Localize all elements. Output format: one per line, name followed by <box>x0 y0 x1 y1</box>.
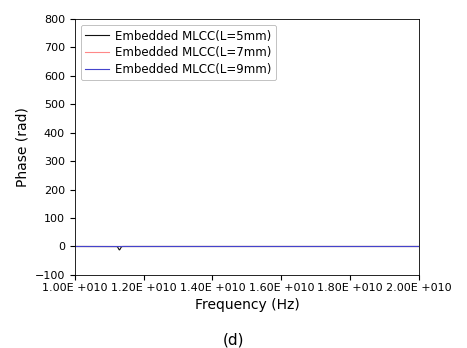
Embedded MLCC(L=5mm) <box>341 244 347 248</box>
Embedded MLCC(L=5mm) <box>117 248 122 252</box>
Embedded MLCC(L=9mm) <box>107 244 113 248</box>
Embedded MLCC(L=5mm) <box>347 244 353 248</box>
Embedded MLCC(L=7mm) <box>347 244 352 248</box>
Embedded MLCC(L=9mm) <box>347 244 352 248</box>
Embedded MLCC(L=7mm) <box>107 244 113 248</box>
Embedded MLCC(L=7mm) <box>417 244 422 248</box>
Embedded MLCC(L=5mm) <box>224 244 230 248</box>
Embedded MLCC(L=7mm) <box>211 244 217 248</box>
Embedded MLCC(L=9mm) <box>308 244 314 248</box>
Embedded MLCC(L=7mm) <box>224 244 229 248</box>
Embedded MLCC(L=9mm) <box>224 244 229 248</box>
Embedded MLCC(L=7mm) <box>72 244 78 248</box>
Embedded MLCC(L=5mm) <box>212 244 217 248</box>
X-axis label: Frequency (Hz): Frequency (Hz) <box>195 298 299 312</box>
Embedded MLCC(L=5mm) <box>417 244 422 248</box>
Embedded MLCC(L=7mm) <box>308 244 314 248</box>
Embedded MLCC(L=9mm) <box>72 244 78 248</box>
Embedded MLCC(L=9mm) <box>340 244 346 248</box>
Embedded MLCC(L=5mm) <box>309 244 314 248</box>
Embedded MLCC(L=5mm) <box>72 244 78 248</box>
Line: Embedded MLCC(L=5mm): Embedded MLCC(L=5mm) <box>75 246 419 250</box>
Embedded MLCC(L=9mm) <box>417 244 422 248</box>
Embedded MLCC(L=9mm) <box>211 244 217 248</box>
Embedded MLCC(L=7mm) <box>340 244 346 248</box>
Embedded MLCC(L=5mm) <box>107 244 113 248</box>
Legend: Embedded MLCC(L=5mm), Embedded MLCC(L=7mm), Embedded MLCC(L=9mm): Embedded MLCC(L=5mm), Embedded MLCC(L=7m… <box>80 25 276 80</box>
Text: (d): (d) <box>223 333 244 348</box>
Y-axis label: Phase (rad): Phase (rad) <box>15 107 29 187</box>
